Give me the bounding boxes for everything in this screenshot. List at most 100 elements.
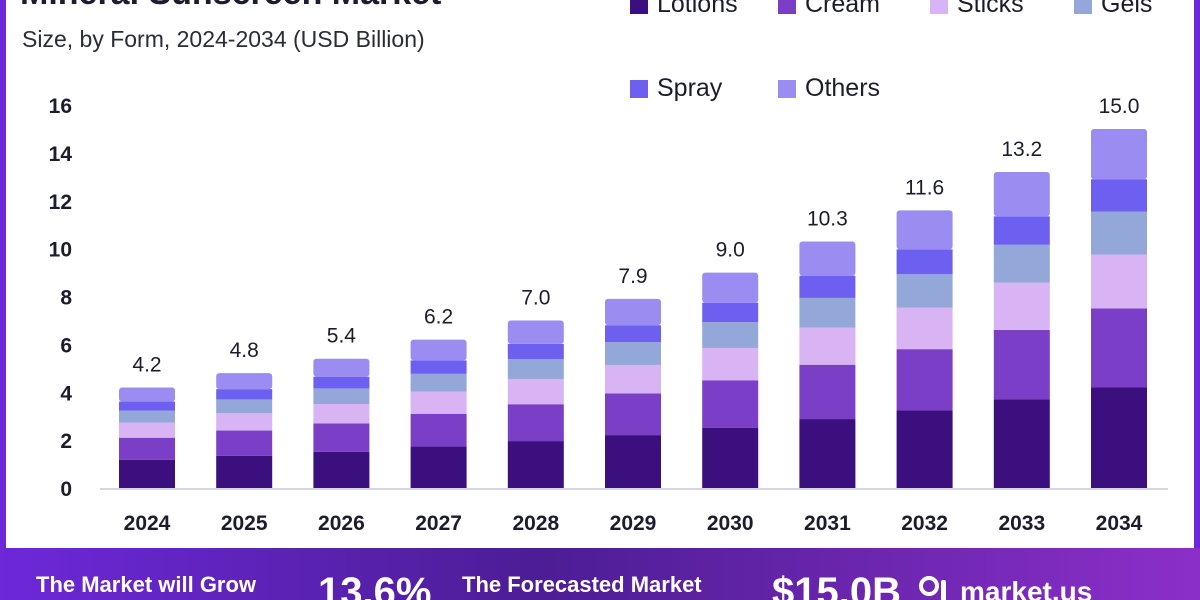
bar-total-label: 6.2 (424, 306, 453, 329)
bar-segment-spray-2029 (605, 325, 661, 343)
legend-label: Spray (657, 74, 723, 102)
bar-segment-others-2031 (799, 241, 856, 276)
bar-segment-lotions-2032 (896, 410, 953, 488)
bar-segment-sticks-2028 (507, 379, 564, 405)
x-tick-label: 2026 (318, 512, 365, 535)
bar-segment-lotions-2027 (410, 446, 467, 488)
y-tick-label: 14 (49, 143, 73, 166)
chart-subtitle: Size, by Form, 2024-2034 (USD Billion) (22, 26, 425, 52)
footer-forecast-value: $15.0B (772, 570, 901, 600)
footer-grow-text: The Market will Grow (36, 572, 257, 597)
legend-label: Others (805, 74, 881, 102)
bar-segment-others-2024 (119, 387, 175, 402)
x-tick-label: 2028 (512, 512, 559, 535)
bar-segment-sticks-2034 (1091, 254, 1147, 309)
bar-segment-spray-2034 (1091, 179, 1147, 212)
footer-forecast-text: The Forecasted Market (462, 572, 702, 597)
legend-swatch (1074, 0, 1092, 14)
bar-segment-lotions-2034 (1091, 387, 1147, 488)
bar-segment-sticks-2027 (410, 391, 467, 414)
bar-segment-spray-2025 (216, 389, 273, 400)
bar-segment-cream-2030 (702, 380, 759, 428)
y-tick-label: 0 (60, 478, 72, 501)
footer-banner: The Market will Grow 13.6% The Forecaste… (0, 548, 1200, 600)
bar-total-label: 4.8 (230, 339, 259, 362)
bar-total-label: 15.0 (1099, 95, 1140, 118)
legend-item-gels: Gels (1074, 0, 1152, 19)
footer-cagr: 13.6% (318, 570, 432, 600)
bar-segment-others-2030 (702, 272, 759, 303)
legend-swatch (778, 79, 796, 98)
bar-segment-cream-2033 (993, 330, 1050, 400)
bar-segment-gels-2025 (216, 399, 273, 414)
legend-item-lotions: Lotions (630, 0, 738, 19)
bar-segment-gels-2033 (993, 244, 1050, 283)
y-tick-label: 6 (60, 334, 72, 357)
bar-segment-others-2028 (507, 320, 564, 344)
bar-segment-sticks-2029 (605, 364, 661, 394)
bar-segment-gels-2026 (313, 388, 370, 404)
bar-segment-lotions-2029 (605, 435, 661, 488)
legend-item-others: Others (778, 74, 880, 103)
bar-segment-lotions-2028 (507, 441, 564, 488)
x-tick-label: 2027 (415, 512, 462, 535)
legend-label: Cream (805, 0, 881, 18)
legend-swatch (778, 0, 796, 14)
bar-segment-cream-2025 (216, 430, 273, 456)
legend-item-spray: Spray (630, 74, 722, 103)
bar-segment-sticks-2033 (993, 282, 1050, 331)
x-tick-label: 2029 (610, 512, 657, 535)
bar-segment-others-2033 (993, 172, 1050, 217)
bar-segment-spray-2032 (896, 249, 953, 275)
bar-segment-lotions-2026 (313, 451, 370, 488)
bar-segment-cream-2028 (507, 404, 564, 442)
frame-left-border (0, 0, 6, 548)
chart-title: Mineral Sunscreen Market (20, 0, 441, 13)
y-tick-label: 2 (60, 430, 72, 453)
bar-segment-lotions-2024 (119, 459, 175, 488)
bar-segment-gels-2031 (799, 297, 856, 328)
bar-segment-sticks-2026 (313, 403, 370, 424)
x-tick-label: 2030 (707, 512, 754, 535)
bar-segment-sticks-2024 (119, 422, 175, 438)
bar-segment-lotions-2031 (799, 419, 856, 488)
legend-swatch (630, 0, 648, 14)
x-tick-label: 2031 (804, 512, 851, 535)
x-tick-label: 2025 (221, 512, 268, 535)
legend-label: Lotions (657, 0, 738, 18)
bar-segment-lotions-2033 (993, 399, 1050, 488)
bar-total-label: 10.3 (807, 207, 848, 230)
legend-item-cream: Cream (778, 0, 880, 19)
bar-total-label: 7.9 (618, 265, 647, 288)
bar-segment-spray-2028 (507, 343, 564, 359)
footer-logo-text: market.us (960, 576, 1093, 600)
bar-segment-cream-2027 (410, 413, 467, 447)
x-tick-label: 2033 (998, 512, 1045, 535)
legend-swatch (930, 0, 948, 14)
bar-segment-gels-2030 (702, 322, 759, 348)
legend-label: Sticks (957, 0, 1024, 18)
bar-segment-spray-2033 (993, 216, 1050, 245)
x-tick-label: 2034 (1096, 512, 1143, 535)
bar-total-label: 4.2 (132, 353, 161, 376)
bar-segment-gels-2024 (119, 410, 175, 423)
bar-segment-cream-2024 (119, 437, 175, 460)
bar-segment-lotions-2025 (216, 455, 273, 488)
bar-segment-others-2026 (313, 358, 370, 377)
bar-segment-gels-2028 (507, 358, 564, 380)
bar-segment-others-2029 (605, 298, 661, 326)
bar-segment-spray-2024 (119, 401, 175, 411)
x-tick-label: 2024 (124, 512, 171, 535)
bar-segment-sticks-2030 (702, 347, 759, 381)
legend-item-sticks: Sticks (930, 0, 1024, 19)
bar-total-label: 7.0 (521, 286, 550, 309)
bar-segment-sticks-2032 (896, 307, 953, 350)
y-tick-label: 16 (49, 95, 72, 118)
bar-total-label: 9.0 (716, 239, 745, 262)
bar-total-label: 13.2 (1001, 138, 1042, 161)
bar-segment-spray-2031 (799, 275, 856, 298)
bar-segment-spray-2030 (702, 302, 759, 323)
bar-segment-others-2027 (410, 339, 467, 361)
y-tick-label: 12 (49, 191, 72, 214)
bar-segment-lotions-2030 (702, 427, 759, 488)
